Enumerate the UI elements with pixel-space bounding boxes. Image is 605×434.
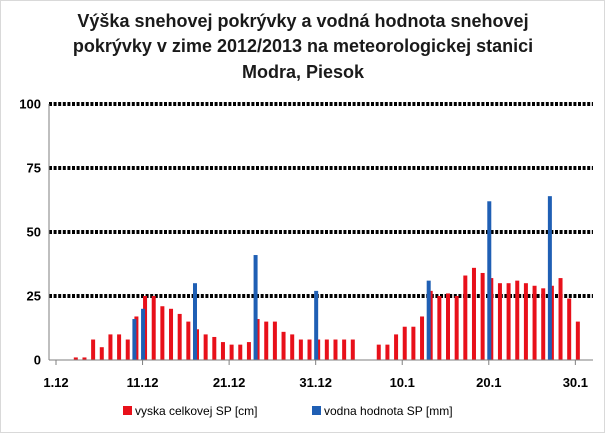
bar-snow_depth-day-25 — [264, 321, 269, 360]
bar-snow_depth-day-26 — [272, 321, 277, 360]
bar-snow_depth-day-61 — [575, 321, 580, 360]
bar-snow_depth-day-21 — [229, 344, 234, 360]
bar-snow_depth-day-4 — [82, 357, 87, 360]
x-tick-label-2: 21.12 — [213, 375, 246, 390]
bar-snow_depth-day-8 — [117, 334, 122, 360]
y-tick-label-0: 0 — [34, 353, 41, 368]
bar-water_equivalent-day-10 — [132, 319, 137, 360]
bar-water_equivalent-day-44 — [426, 280, 431, 360]
bar-snow_depth-day-19 — [212, 336, 217, 360]
bar-snow_depth-day-14 — [169, 308, 174, 360]
bar-snow_depth-day-42 — [411, 326, 416, 360]
bar-snow_depth-day-30 — [307, 339, 312, 360]
x-tick-label-4: 10.1 — [390, 375, 415, 390]
bar-water_equivalent-day-58 — [547, 196, 552, 360]
bar-snow_depth-day-50 — [480, 272, 485, 360]
bar-snow_depth-day-12 — [151, 296, 156, 360]
bar-water_equivalent-day-51 — [487, 201, 492, 360]
legend-swatch-snow-depth — [123, 406, 132, 415]
bar-snow_depth-day-29 — [298, 339, 303, 360]
bar-snow_depth-day-28 — [290, 334, 295, 360]
bar-snow_depth-day-45 — [437, 296, 442, 360]
bar-snow_depth-day-6 — [99, 347, 104, 360]
bar-snow_depth-day-34 — [342, 339, 347, 360]
bar-snow_depth-day-49 — [471, 267, 476, 360]
bar-snow_depth-day-32 — [324, 339, 329, 360]
bar-snow_depth-day-13 — [160, 306, 165, 360]
bar-snow_depth-day-15 — [177, 313, 182, 360]
chart-title-line-2: pokrývky v zime 2012/2013 na meteorologi… — [73, 36, 533, 56]
bar-snow_depth-day-20 — [220, 342, 225, 360]
bar-snow_depth-day-40 — [394, 334, 399, 360]
bar-snow_depth-day-54 — [515, 280, 520, 360]
y-tick-label-100: 100 — [19, 97, 41, 112]
bar-snow_depth-day-47 — [454, 296, 459, 360]
bar-snow_depth-day-55 — [523, 283, 528, 360]
chart-title-line-1: Výška snehovej pokrývky a vodná hodnota … — [77, 11, 528, 31]
legend-label-water-equivalent: vodna hodnota SP [mm] — [324, 404, 453, 418]
bar-snow_depth-day-38 — [376, 344, 381, 360]
bar-snow_depth-day-56 — [532, 285, 537, 360]
bar-snow_depth-day-59 — [558, 278, 563, 360]
x-tick-label-0: 1.12 — [43, 375, 68, 390]
bar-snow_depth-day-39 — [385, 344, 390, 360]
bar-snow_depth-day-5 — [91, 339, 96, 360]
y-tick-labels: 0 25 50 75 100 — [19, 97, 41, 368]
bar-snow_depth-day-33 — [333, 339, 338, 360]
bar-water_equivalent-day-24 — [253, 255, 258, 360]
bar-snow_depth-day-43 — [420, 316, 425, 360]
y-tick-label-75: 75 — [27, 161, 41, 176]
axes — [48, 104, 593, 361]
bar-snow_depth-day-53 — [506, 283, 511, 360]
x-tick-label-5: 20.1 — [476, 375, 501, 390]
bars — [73, 196, 580, 360]
y-tick-label-25: 25 — [27, 289, 41, 304]
legend: vyska celkovej SP [cm] vodna hodnota SP … — [123, 404, 453, 418]
bar-snow_depth-day-27 — [281, 331, 286, 360]
bar-snow_depth-day-35 — [350, 339, 355, 360]
bar-snow_depth-day-41 — [402, 326, 407, 360]
bar-snow_depth-day-52 — [497, 283, 502, 360]
bar-snow_depth-day-46 — [446, 293, 451, 360]
bar-snow_depth-day-3 — [73, 357, 78, 360]
legend-label-snow-depth: vyska celkovej SP [cm] — [135, 404, 257, 418]
bar-snow_depth-day-7 — [108, 334, 113, 360]
bar-snow_depth-day-48 — [463, 275, 468, 360]
legend-swatch-water-equivalent — [312, 406, 321, 415]
bar-snow_depth-day-60 — [567, 298, 572, 360]
bar-snow_depth-day-57 — [541, 288, 546, 360]
x-tick-label-3: 31.12 — [299, 375, 332, 390]
bar-water_equivalent-day-11 — [141, 308, 146, 360]
bar-water_equivalent-day-17 — [192, 283, 197, 360]
bar-snow_depth-day-23 — [246, 342, 251, 360]
x-tick-label-1: 11.12 — [127, 375, 159, 390]
bar-snow_depth-day-18 — [203, 334, 208, 360]
y-tick-label-50: 50 — [27, 225, 41, 240]
chart-title-line-3: Modra, Piesok — [242, 62, 365, 82]
bar-snow_depth-day-22 — [238, 344, 243, 360]
bar-snow_depth-day-16 — [186, 321, 191, 360]
x-tick-labels: 1.12 11.12 21.12 31.12 10.1 20.1 30.1 — [43, 360, 588, 390]
bar-snow_depth-day-9 — [125, 339, 130, 360]
gridlines — [49, 102, 593, 298]
x-tick-label-6: 30.1 — [563, 375, 588, 390]
bar-water_equivalent-day-31 — [314, 290, 319, 360]
